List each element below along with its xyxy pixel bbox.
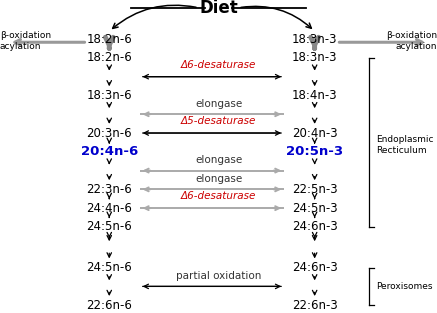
Text: 18:3n-3: 18:3n-3 (292, 51, 337, 64)
Text: 22:6n-6: 22:6n-6 (87, 299, 132, 312)
Text: elongase: elongase (195, 99, 242, 109)
Text: 18:2n-6: 18:2n-6 (87, 33, 132, 46)
Text: acylation: acylation (0, 43, 42, 51)
Text: Δ6-desaturase: Δ6-desaturase (181, 191, 256, 201)
Text: elongase: elongase (195, 174, 242, 184)
Text: Recticulum: Recticulum (376, 146, 427, 155)
Text: 22:3n-6: 22:3n-6 (87, 183, 132, 196)
Text: Diet: Diet (199, 0, 238, 17)
Text: 24:4n-6: 24:4n-6 (87, 202, 132, 215)
Text: 18:4n-3: 18:4n-3 (292, 89, 337, 102)
Text: acylation: acylation (395, 43, 437, 51)
Text: 18:3n-6: 18:3n-6 (87, 89, 132, 102)
Text: 24:6n-3: 24:6n-3 (292, 220, 337, 233)
Text: elongase: elongase (195, 155, 242, 165)
Text: 20:4n-6: 20:4n-6 (80, 145, 138, 158)
Text: partial oxidation: partial oxidation (176, 271, 261, 281)
Text: Δ5-desaturase: Δ5-desaturase (181, 116, 256, 126)
Text: 24:5n-6: 24:5n-6 (87, 220, 132, 233)
Text: 24:6n-3: 24:6n-3 (292, 261, 337, 274)
Text: 22:6n-3: 22:6n-3 (292, 299, 337, 312)
Text: β-oxidation: β-oxidation (0, 32, 51, 40)
Text: 22:5n-3: 22:5n-3 (292, 183, 337, 196)
Text: Δ6-desaturase: Δ6-desaturase (181, 60, 256, 70)
Text: β-oxidation: β-oxidation (386, 32, 437, 40)
Text: Peroxisomes: Peroxisomes (376, 282, 432, 291)
Text: 18:3n-3: 18:3n-3 (292, 33, 337, 46)
Text: 20:4n-3: 20:4n-3 (292, 126, 337, 140)
Text: Endoplasmic: Endoplasmic (376, 135, 434, 144)
Text: 18:2n-6: 18:2n-6 (87, 51, 132, 64)
Text: 24:5n-6: 24:5n-6 (87, 261, 132, 274)
Text: 20:5n-3: 20:5n-3 (286, 145, 343, 158)
Text: 24:5n-3: 24:5n-3 (292, 202, 337, 215)
Text: 20:3n-6: 20:3n-6 (87, 126, 132, 140)
